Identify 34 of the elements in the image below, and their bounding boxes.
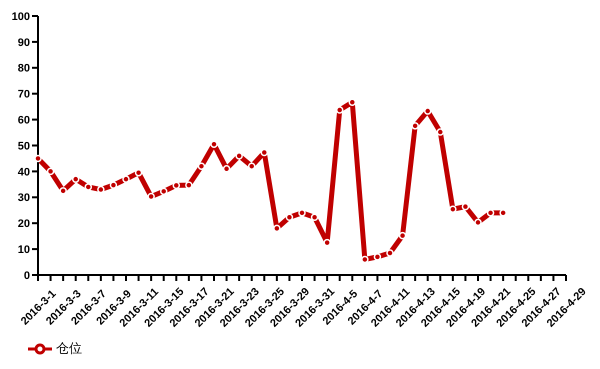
legend-label: 仓位 <box>56 340 82 356</box>
point <box>147 192 155 200</box>
y-tick-label: 20 <box>18 218 30 230</box>
point <box>323 238 331 246</box>
point <box>84 183 92 191</box>
y-tick-label: 0 <box>24 270 30 282</box>
y-tick-label: 50 <box>18 140 30 152</box>
point <box>298 209 306 217</box>
y-tick-label: 80 <box>18 62 30 75</box>
y-tick-label: 90 <box>18 36 30 49</box>
y-tick-label: 60 <box>18 114 30 127</box>
y-tick-label: 40 <box>18 166 30 178</box>
point <box>235 152 243 160</box>
point <box>110 181 118 189</box>
point <box>198 162 206 170</box>
point <box>160 188 168 196</box>
point <box>411 122 419 130</box>
point <box>398 232 406 240</box>
point <box>286 213 294 221</box>
point <box>386 249 394 257</box>
y-tick-label: 100 <box>12 10 30 23</box>
point <box>248 162 256 170</box>
y-tick-label: 30 <box>18 192 30 204</box>
point <box>486 209 494 217</box>
point <box>185 181 193 189</box>
point <box>122 175 130 183</box>
point <box>172 182 180 190</box>
point <box>374 253 382 261</box>
y-tick-label: 70 <box>18 88 30 101</box>
point <box>436 128 444 136</box>
point <box>310 213 318 221</box>
point <box>46 168 54 176</box>
point <box>449 205 457 213</box>
y-tick-label: 10 <box>18 244 30 256</box>
